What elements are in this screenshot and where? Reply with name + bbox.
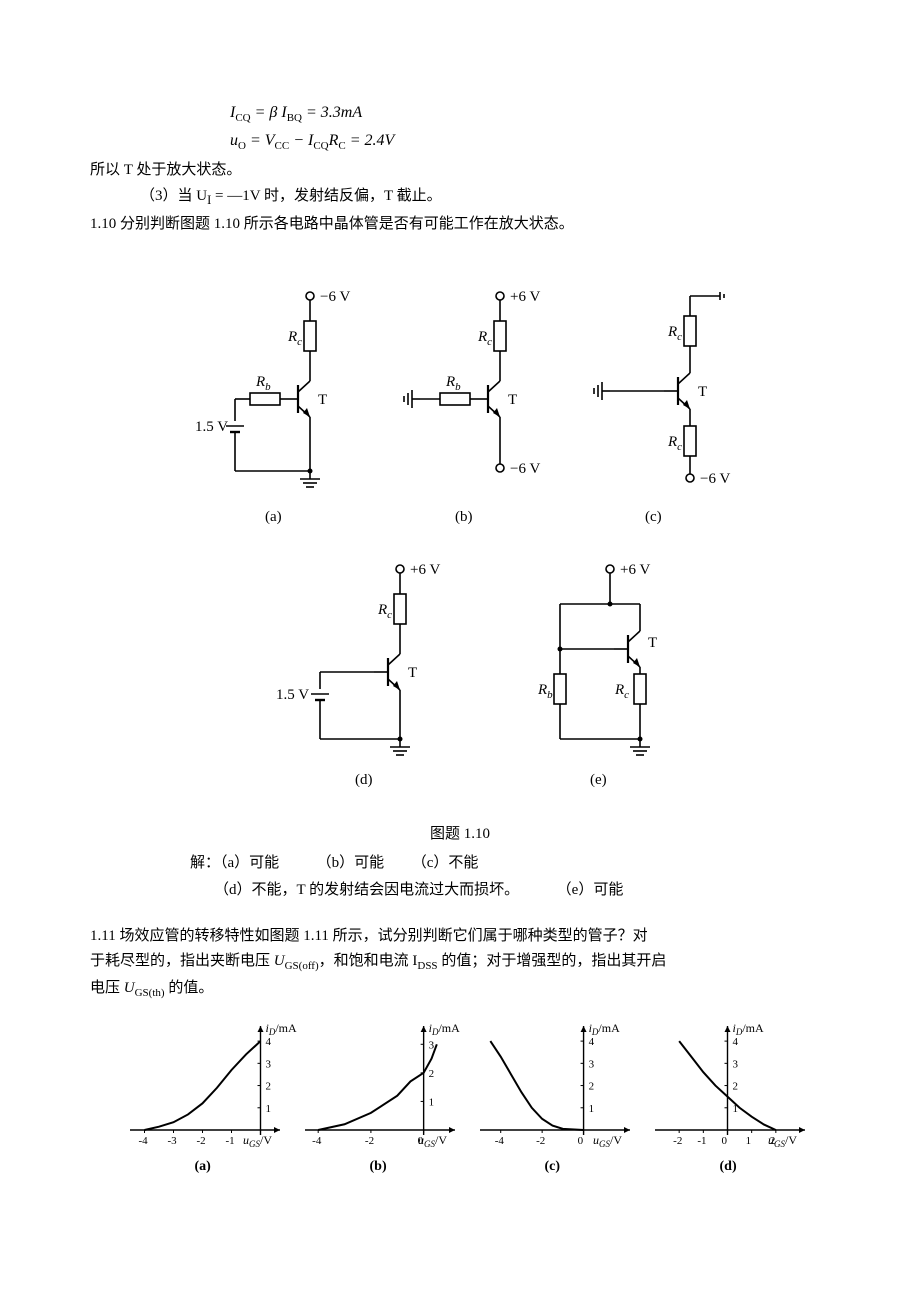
q111-line3: 电压 UGS(th) 的值。: [90, 976, 830, 1003]
label-d-t: T: [408, 665, 417, 681]
svg-text:2: 2: [266, 1081, 272, 1093]
page: ICQ = β IBQ = 3.3mA uO = VCC − ICQRC = 2…: [0, 0, 920, 1302]
svg-text:(c): (c): [545, 1159, 561, 1174]
svg-text:-2: -2: [673, 1135, 682, 1147]
q111-line2: 于耗尽型的，指出夹断电压 UGS(off)，和饱和电流 IDSS 的值；对于增强…: [90, 949, 830, 976]
label-b-vtop: +6 V: [510, 289, 540, 305]
svg-text:-2: -2: [197, 1135, 206, 1147]
svg-text:2: 2: [429, 1068, 435, 1080]
svg-text:-2: -2: [536, 1135, 545, 1147]
label-c-t: T: [698, 384, 707, 400]
svg-text:3: 3: [266, 1059, 272, 1071]
label-d-vtop: +6 V: [410, 562, 440, 578]
svg-text:3: 3: [589, 1059, 595, 1071]
circuit-b: +6 V Rc T Rb −6 V (b): [404, 289, 540, 525]
label-c-re: Rc: [667, 434, 682, 453]
label-a-t: T: [318, 392, 327, 408]
label-b-vbot: −6 V: [510, 461, 540, 477]
label-e-vtop: +6 V: [620, 562, 650, 578]
label-e-t: T: [648, 635, 657, 651]
svg-text:1: 1: [746, 1135, 752, 1147]
label-c-rc: Rc: [667, 324, 682, 343]
label-b-rb: Rb: [445, 374, 461, 393]
caption-b: (b): [455, 509, 473, 525]
svg-text:uGS/V: uGS/V: [593, 1133, 622, 1149]
circuit-d: +6 V Rc T 1.5 V (d): [276, 562, 440, 788]
text-item3: （3）当 UI = —1V 时，发射结反偏，T 截止。: [140, 184, 830, 210]
circuit-c: Rc T Rc −6 V (c): [594, 292, 730, 525]
ans-d: （d）不能，T 的发射结会因电流过大而损坏。: [214, 882, 519, 898]
svg-text:1: 1: [429, 1097, 435, 1109]
svg-text:uGS/V: uGS/V: [768, 1133, 797, 1149]
caption-d: (d): [355, 772, 373, 788]
circuit-a: −6 V Rc T Rb 1.5 V (a): [195, 289, 350, 525]
circuits-row1-svg: −6 V Rc T Rb 1.5 V (a): [180, 276, 740, 536]
svg-text:-1: -1: [697, 1135, 706, 1147]
svg-text:iD/mA: iD/mA: [733, 1021, 765, 1037]
caption-c: (c): [645, 509, 662, 525]
svg-text:-4: -4: [495, 1135, 505, 1147]
svg-text:4: 4: [589, 1037, 595, 1049]
svg-text:iD/mA: iD/mA: [589, 1021, 621, 1037]
svg-text:0: 0: [722, 1135, 728, 1147]
svg-text:4: 4: [266, 1037, 272, 1049]
text-so-amplify: 所以 T 处于放大状态。: [90, 158, 830, 182]
svg-text:0: 0: [578, 1135, 584, 1147]
label-a-vleft: 1.5 V: [195, 419, 228, 435]
svg-text:2: 2: [733, 1081, 739, 1093]
svg-text:3: 3: [429, 1040, 435, 1052]
equations-block: ICQ = β IBQ = 3.3mA uO = VCC − ICQRC = 2…: [230, 100, 830, 156]
circuits-row2-svg: +6 V Rc T 1.5 V (d) +: [250, 554, 670, 804]
ans-c: （c）不能: [412, 855, 479, 871]
svg-text:1: 1: [589, 1103, 595, 1115]
svg-text:-3: -3: [168, 1135, 178, 1147]
svg-text:1: 1: [266, 1103, 272, 1115]
svg-text:iD/mA: iD/mA: [266, 1021, 298, 1037]
svg-text:-1: -1: [226, 1135, 235, 1147]
svg-text:-4: -4: [312, 1135, 322, 1147]
svg-text:(d): (d): [720, 1159, 737, 1174]
answer-block: 解：（a）可能 （b）可能 （c）不能 （d）不能，T 的发射结会因电流过大而损…: [190, 850, 830, 904]
label-c-vbot: −6 V: [700, 471, 730, 487]
circuit-e: +6 V T Rb: [537, 562, 657, 788]
text-q110: 1.10 分别判断图题 1.10 所示各电路中晶体管是否有可能工作在放大状态。: [90, 212, 830, 236]
svg-text:uGS/V: uGS/V: [418, 1133, 447, 1149]
svg-text:uGS/V: uGS/V: [243, 1133, 272, 1149]
figure-1-11: iD/mA 1 2 3 4 -4 -3 -2 -1 uGS/V (a) iD/mA 1 2 3 -4 -2 0 uG…: [90, 1010, 830, 1188]
svg-text:(b): (b): [370, 1159, 387, 1174]
ans-a: 解：（a）可能: [190, 855, 279, 871]
question-1-11: 1.11 场效应管的转移特性如图题 1.11 所示，试分别判断它们属于哪种类型的…: [90, 924, 830, 1003]
ans-e: （e）可能: [557, 882, 624, 898]
svg-text:4: 4: [733, 1037, 739, 1049]
ans-b: （b）可能: [317, 855, 385, 871]
label-e-rb: Rb: [537, 682, 553, 701]
label-d-vleft: 1.5 V: [276, 687, 309, 703]
svg-text:2: 2: [589, 1081, 595, 1093]
label-e-rc: Rc: [614, 682, 629, 701]
label-d-rc: Rc: [377, 602, 392, 621]
svg-text:-4: -4: [139, 1135, 149, 1147]
svg-text:-2: -2: [365, 1135, 374, 1147]
equation-uo: uO = VCC − ICQRC = 2.4V: [230, 128, 830, 156]
svg-text:(a): (a): [195, 1159, 212, 1174]
label-a-vtop: −6 V: [320, 289, 350, 305]
equation-icq: ICQ = β IBQ = 3.3mA: [230, 100, 830, 128]
caption-a: (a): [265, 509, 282, 525]
figure-1-10-row1: −6 V Rc T Rb 1.5 V (a): [90, 276, 830, 544]
label-b-rc: Rc: [477, 329, 492, 348]
label-a-rb: Rb: [255, 374, 271, 393]
svg-text:iD/mA: iD/mA: [429, 1021, 461, 1037]
label-a-rc: Rc: [287, 329, 302, 348]
q111-line1: 1.11 场效应管的转移特性如图题 1.11 所示，试分别判断它们属于哪种类型的…: [90, 924, 830, 950]
figure-1-10-row2: +6 V Rc T 1.5 V (d) +: [90, 554, 830, 812]
caption-fig110: 图题 1.10: [90, 822, 830, 846]
svg-text:3: 3: [733, 1059, 739, 1071]
charts-svg: iD/mA 1 2 3 4 -4 -3 -2 -1 uGS/V (a) iD/mA 1 2 3 -4 -2 0 uG…: [110, 1010, 810, 1180]
caption-e: (e): [590, 772, 607, 788]
label-b-t: T: [508, 392, 517, 408]
